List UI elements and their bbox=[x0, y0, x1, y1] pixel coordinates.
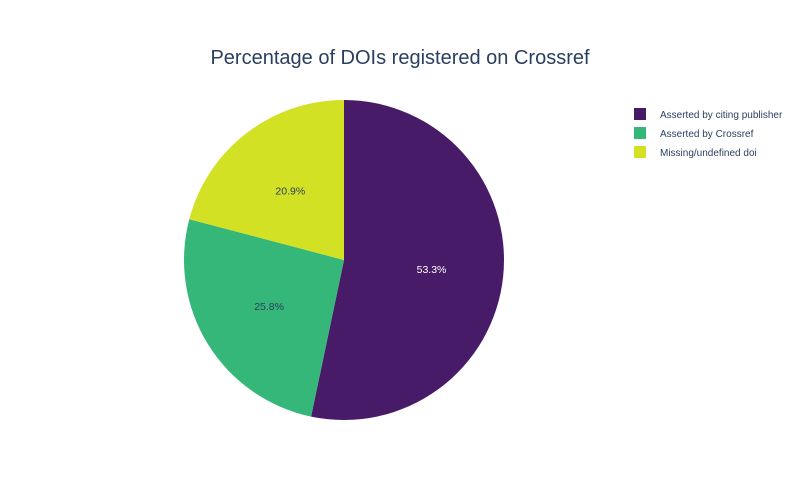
slice-label: 53.3% bbox=[417, 264, 447, 276]
legend: Asserted by citing publisher Asserted by … bbox=[634, 108, 783, 159]
slice-label: 20.9% bbox=[275, 185, 305, 197]
pie-slice[interactable] bbox=[183, 219, 344, 417]
legend-label: Asserted by Crossref bbox=[660, 129, 754, 140]
slice-label: 25.8% bbox=[254, 301, 284, 313]
legend-label: Missing/undefined doi bbox=[660, 148, 757, 159]
pie-slice[interactable] bbox=[311, 100, 505, 420]
legend-label: Asserted by citing publisher bbox=[660, 110, 783, 121]
legend-item[interactable]: Asserted by Crossref bbox=[634, 127, 754, 140]
slice-labels: 53.3% 25.8% 20.9% bbox=[254, 185, 446, 313]
legend-swatch bbox=[634, 146, 646, 158]
legend-swatch bbox=[634, 108, 646, 120]
legend-item[interactable]: Missing/undefined doi bbox=[634, 146, 757, 159]
pie-slices bbox=[183, 100, 505, 420]
chart-title: Percentage of DOIs registered on Crossre… bbox=[210, 47, 590, 69]
legend-item[interactable]: Asserted by citing publisher bbox=[634, 108, 783, 121]
legend-swatch bbox=[634, 127, 646, 139]
pie-slice[interactable] bbox=[189, 100, 344, 260]
